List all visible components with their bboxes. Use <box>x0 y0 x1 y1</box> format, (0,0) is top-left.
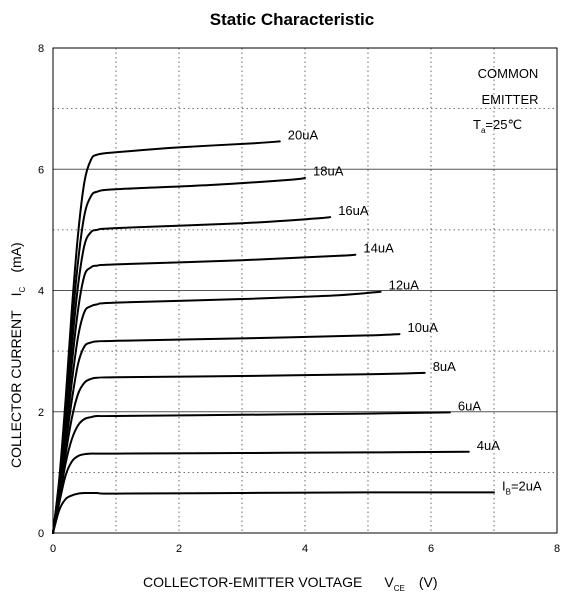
x-axis-label: COLLECTOR-EMITTER VOLTAGE VCE (V) <box>143 574 438 593</box>
y-tick-label: 2 <box>38 407 44 419</box>
curve-label-12uA: 12uA <box>389 278 420 293</box>
y-axis-label: COLLECTOR CURRENT IC (mA) <box>8 242 27 468</box>
y-tick-label: 8 <box>38 43 44 55</box>
curve-label-20uA: 20uA <box>288 127 319 142</box>
annotation-line1: COMMON <box>478 66 539 81</box>
x-axis-subscript: CE <box>394 584 405 593</box>
annotation-line2: EMITTER <box>481 92 538 107</box>
y-axis-unit: (mA) <box>8 242 24 272</box>
curve-4uA <box>52 450 470 534</box>
curve-label-6uA: 6uA <box>458 398 481 413</box>
x-tick-label: 8 <box>554 543 560 555</box>
x-tick-label: 4 <box>302 543 308 555</box>
curve-labels: IB=2uA 4uA 6uA 8uA 10uA 12uA 14uA 16uA 18uA 20uA <box>288 127 542 496</box>
y-tick-label: 4 <box>38 286 44 298</box>
curve-20uA <box>52 140 281 534</box>
x-axis-symbol: V <box>384 574 394 590</box>
annotation-temp-symbol: T <box>473 117 481 132</box>
curve-label-16uA: 16uA <box>338 203 369 218</box>
curve-label-4uA: 4uA <box>477 438 500 453</box>
curve-12uA <box>52 290 382 534</box>
curves <box>52 140 495 534</box>
y-axis-subscript: C <box>18 286 27 292</box>
axis-ticks: 0 2 4 6 8 0 2 4 6 8 <box>38 43 560 555</box>
grid <box>53 48 557 533</box>
y-axis-symbol: I <box>8 292 24 296</box>
curve-label-8uA: 8uA <box>433 359 456 374</box>
x-tick-label: 6 <box>428 543 434 555</box>
plot-frame <box>52 47 558 534</box>
curve-6uA <box>52 411 451 534</box>
y-tick-label: 6 <box>38 164 44 176</box>
annotation-temperature: Ta=25℃ <box>473 117 522 135</box>
chart-title: Static Characteristic <box>210 10 374 29</box>
curve-label-14uA: 14uA <box>363 241 394 256</box>
annotation-temp-value: =25℃ <box>485 117 522 132</box>
x-tick-label: 0 <box>50 543 56 555</box>
x-tick-label: 2 <box>176 543 182 555</box>
curve-label-2uA: IB=2uA <box>502 478 542 496</box>
curve-2uA <box>52 491 495 534</box>
x-axis-unit: (V) <box>419 574 438 590</box>
curve-label-18uA: 18uA <box>313 164 344 179</box>
curve-label-10uA: 10uA <box>408 320 439 335</box>
annotation-temp-sub: a <box>481 126 486 135</box>
x-axis-label-text: COLLECTOR-EMITTER VOLTAGE <box>143 574 362 590</box>
y-axis-label-text: COLLECTOR CURRENT <box>8 310 24 468</box>
curve-8uA <box>52 371 426 534</box>
y-tick-label: 0 <box>38 528 44 540</box>
curve-10uA <box>52 333 401 534</box>
